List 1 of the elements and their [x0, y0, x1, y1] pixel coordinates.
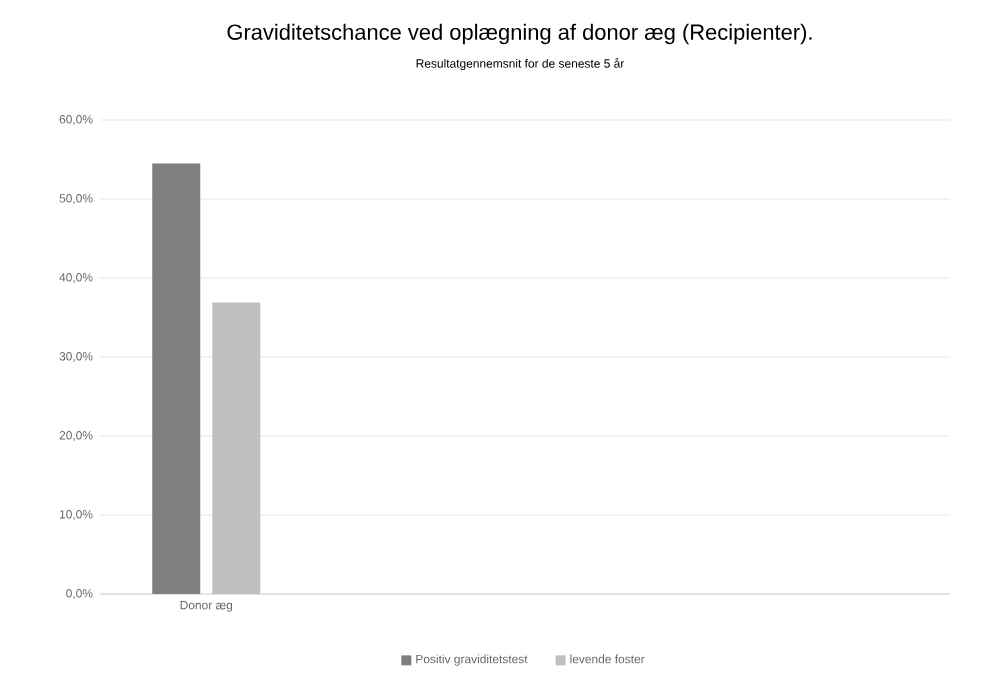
chart-title: Graviditetschance ved oplægning af donor æg (Recipienter).	[227, 23, 812, 45]
